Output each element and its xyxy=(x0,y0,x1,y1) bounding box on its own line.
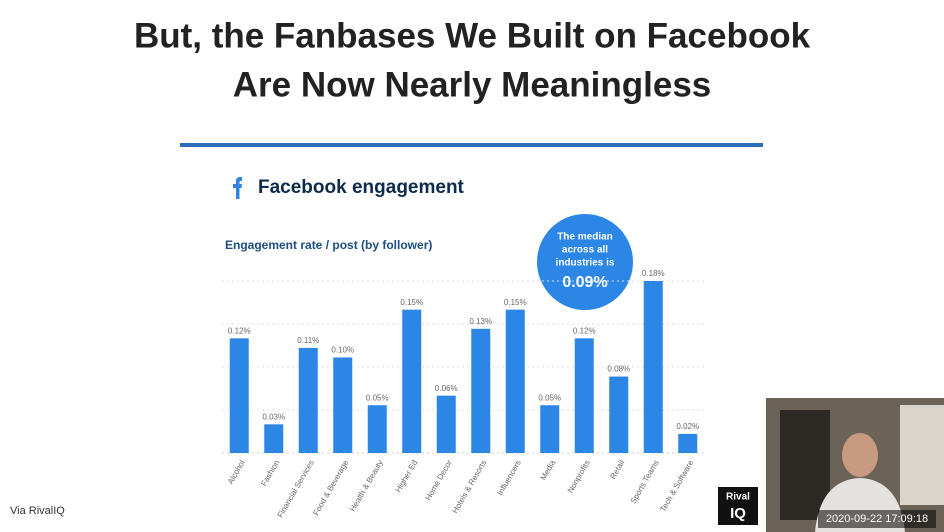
value-label: 0.11% xyxy=(297,336,319,345)
facebook-icon xyxy=(233,177,242,199)
source: Via RivalIQ xyxy=(10,505,65,517)
bubble-text: across all xyxy=(562,245,608,256)
webcam: 2020-09-22 17:09:18 xyxy=(766,398,944,532)
slide-title: Are Now Nearly Meaningless xyxy=(233,65,712,104)
value-label: 0.05% xyxy=(366,393,389,402)
median-bubble xyxy=(537,214,633,310)
bar xyxy=(264,424,284,453)
bar xyxy=(298,347,318,453)
divider xyxy=(180,143,763,147)
bubble-text: industries is xyxy=(556,258,615,269)
bar xyxy=(436,395,456,453)
timestamp: 2020-09-22 17:09:18 xyxy=(826,513,928,525)
logo-text: Rival xyxy=(726,492,750,503)
bar xyxy=(540,405,560,453)
bubble-text: The median xyxy=(557,232,613,243)
value-label: 0.15% xyxy=(504,298,527,307)
value-label: 0.18% xyxy=(642,269,665,278)
value-label: 0.06% xyxy=(435,384,458,393)
person-head xyxy=(842,433,878,477)
shelf xyxy=(780,410,830,520)
value-label: 0.12% xyxy=(228,326,251,335)
timestamp-bg xyxy=(818,510,936,528)
window xyxy=(900,405,944,505)
bar xyxy=(333,357,353,453)
value-label: 0.02% xyxy=(676,422,699,431)
logo-text: IQ xyxy=(730,505,746,522)
bar xyxy=(574,338,594,453)
bar xyxy=(609,376,629,453)
value-label: 0.03% xyxy=(262,412,285,421)
bar xyxy=(643,281,663,453)
bubble-value: 0.09% xyxy=(562,274,607,291)
bar xyxy=(471,328,491,453)
value-label: 0.13% xyxy=(469,317,492,326)
chart-title: Facebook engagement xyxy=(258,177,465,198)
value-label: 0.15% xyxy=(400,298,423,307)
slide-title: But, the Fanbases We Built on Facebook xyxy=(134,16,811,55)
bar xyxy=(505,309,525,453)
chart-subtitle: Engagement rate / post (by follower) xyxy=(225,238,432,252)
bar xyxy=(367,405,387,453)
logo xyxy=(718,487,758,525)
value-label: 0.05% xyxy=(538,393,561,402)
bar xyxy=(678,433,698,453)
bar xyxy=(229,338,249,453)
bar xyxy=(402,309,422,453)
value-label: 0.10% xyxy=(331,346,354,355)
value-label: 0.12% xyxy=(573,326,596,335)
value-label: 0.08% xyxy=(607,365,630,374)
